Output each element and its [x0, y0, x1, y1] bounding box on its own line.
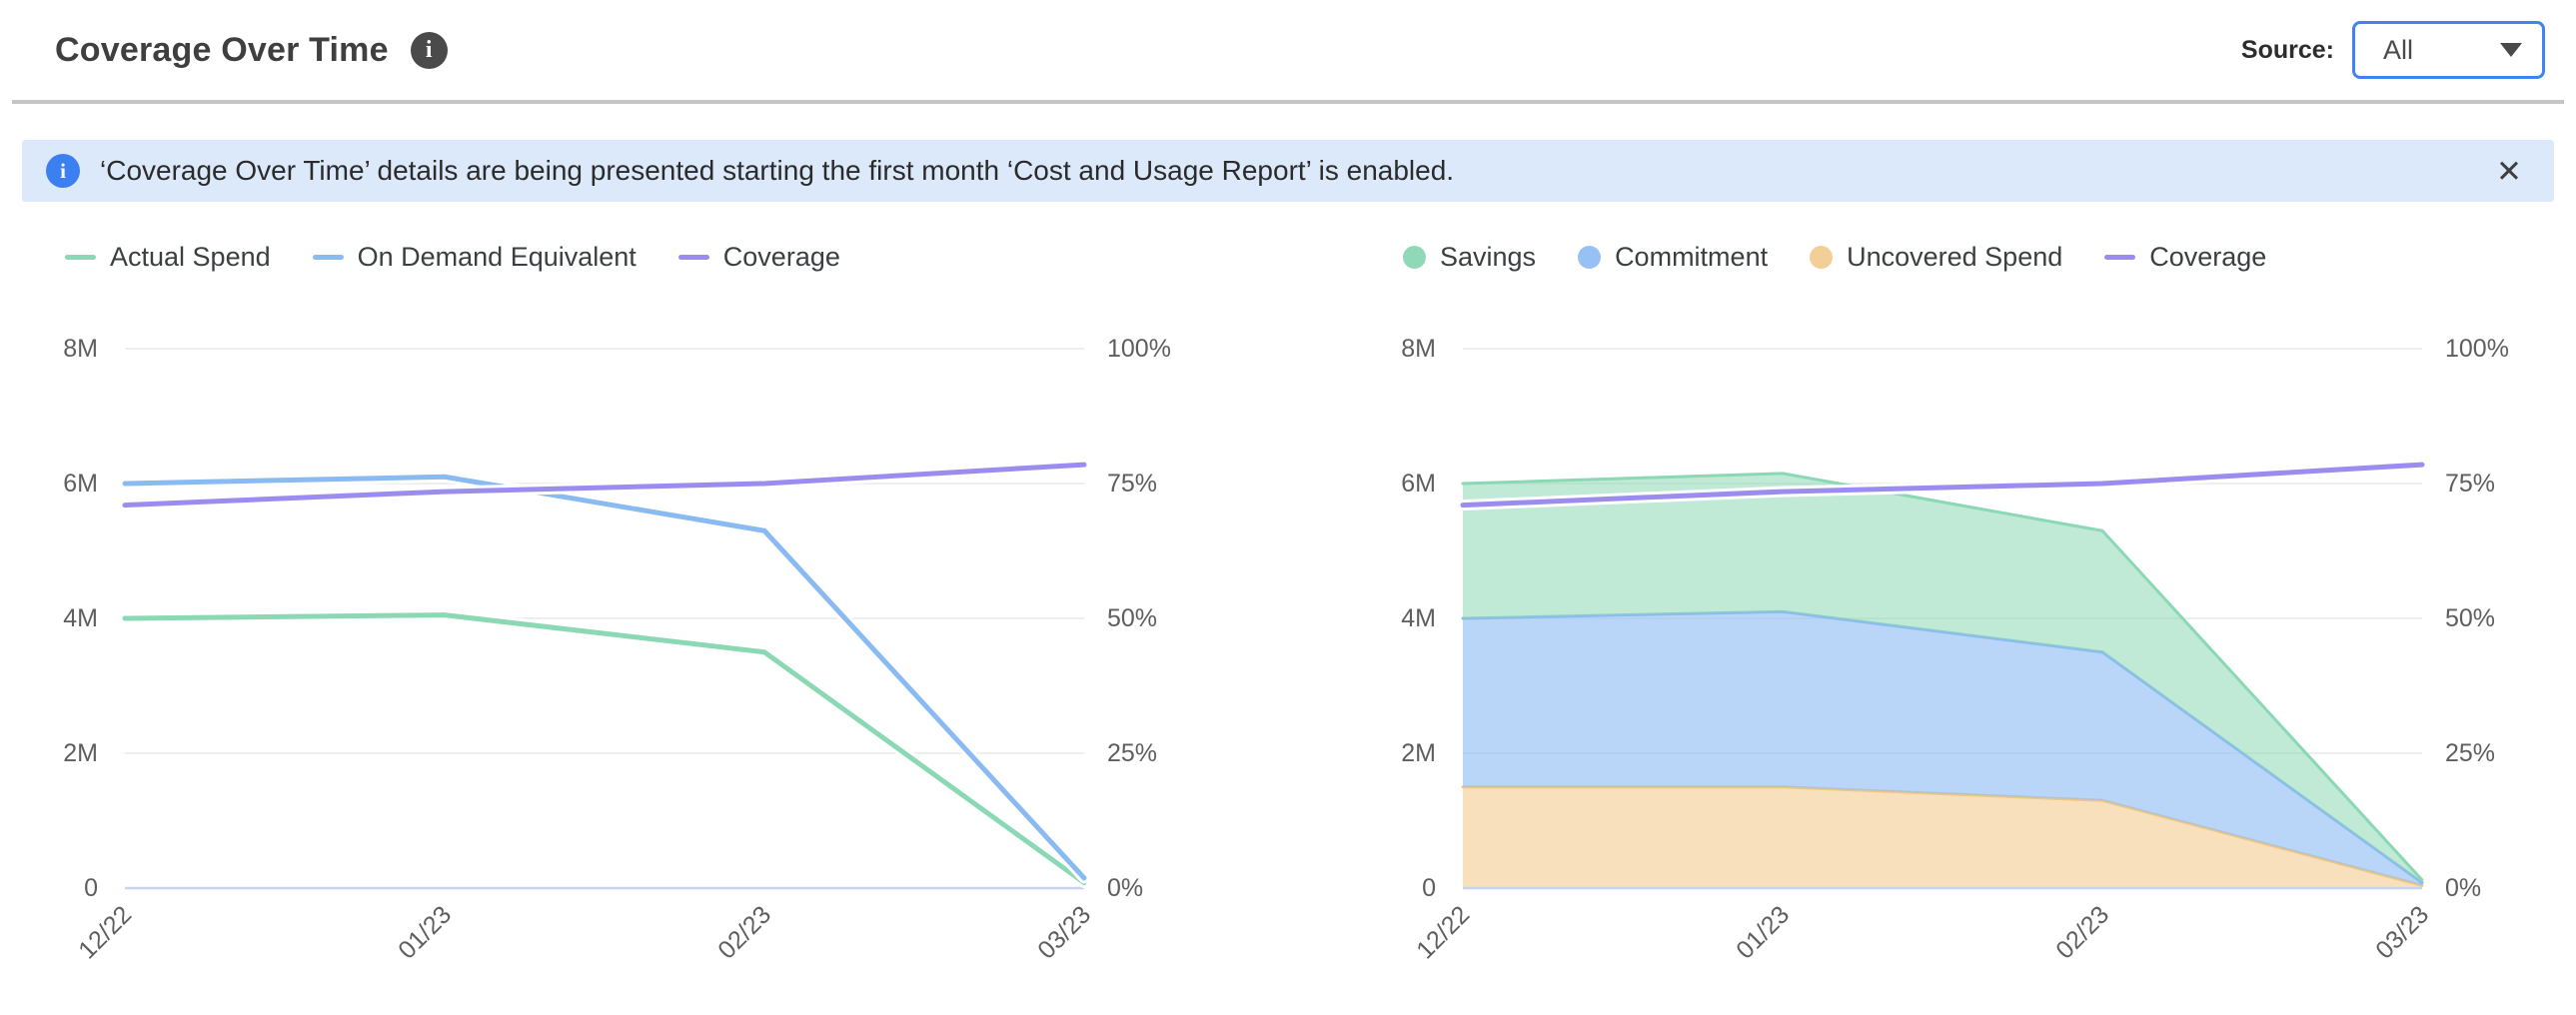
legend-label: Actual Spend: [110, 241, 271, 272]
legend-item-coverage[interactable]: Coverage: [677, 241, 840, 273]
svg-text:6M: 6M: [63, 470, 98, 498]
legend-item-uncovered-spend[interactable]: Uncovered Spend: [1810, 242, 2062, 273]
chevron-down-icon: [2500, 43, 2522, 57]
svg-text:02/23: 02/23: [712, 900, 776, 964]
legend-item-on-demand-equivalent[interactable]: On Demand Equivalent: [312, 241, 637, 273]
savings-breakdown-chart: Savings Commitment Uncovered Spend Coverage…: [1358, 240, 2576, 1013]
svg-text:100%: 100%: [1107, 335, 1171, 363]
savings-breakdown-legend: Savings Commitment Uncovered Spend Coverage: [1358, 240, 2576, 274]
legend-dot-swatch: [1810, 245, 1834, 269]
header-divider: [12, 100, 2564, 104]
info-banner: i ‘Coverage Over Time’ details are being…: [22, 140, 2554, 202]
svg-text:0: 0: [1422, 874, 1436, 902]
legend-label: Coverage: [722, 241, 840, 272]
svg-text:01/23: 01/23: [393, 900, 457, 964]
legend-item-commitment[interactable]: Commitment: [1578, 242, 1768, 273]
svg-text:50%: 50%: [1107, 604, 1157, 632]
legend-dash-swatch: [2104, 254, 2136, 260]
svg-text:0: 0: [84, 874, 98, 902]
svg-text:12/22: 12/22: [73, 900, 137, 964]
charts-row: Actual Spend On Demand Equivalent Coverage…: [0, 240, 2576, 1013]
info-icon-banner[interactable]: i: [46, 154, 80, 188]
svg-text:12/22: 12/22: [1411, 900, 1475, 964]
svg-text:0%: 0%: [1107, 874, 1143, 902]
spend-coverage-svg: 8M 100% 6M 75% 4M 50% 2M 25% 0 0% 12/22 01/23 02/23 0…: [63, 335, 1171, 964]
legend-dash-swatch: [677, 254, 709, 260]
legend-dash-swatch: [312, 254, 344, 260]
svg-text:8M: 8M: [63, 335, 98, 363]
legend-item-coverage[interactable]: Coverage: [2104, 242, 2266, 273]
svg-text:0%: 0%: [2445, 874, 2481, 902]
title-wrap: Coverage Over Time i: [55, 31, 448, 70]
legend-dot-swatch: [1403, 245, 1426, 269]
svg-text:4M: 4M: [1401, 604, 1436, 632]
svg-text:2M: 2M: [1401, 739, 1436, 767]
spend-coverage-legend: Actual Spend On Demand Equivalent Coverage: [20, 240, 1238, 274]
svg-text:6M: 6M: [1401, 470, 1436, 498]
legend-dot-swatch: [1578, 245, 1602, 269]
source-label: Source:: [2240, 35, 2334, 64]
svg-text:02/23: 02/23: [2050, 900, 2114, 964]
svg-text:50%: 50%: [2445, 604, 2495, 632]
close-icon[interactable]: ✕: [2496, 153, 2522, 189]
legend-label: Uncovered Spend: [1847, 241, 2063, 272]
svg-text:03/23: 03/23: [2370, 900, 2434, 964]
legend-dash-swatch: [65, 254, 96, 260]
svg-text:4M: 4M: [63, 604, 98, 632]
svg-text:25%: 25%: [2445, 739, 2495, 767]
svg-text:03/23: 03/23: [1032, 900, 1096, 964]
legend-label: Coverage: [2149, 241, 2267, 272]
svg-text:01/23: 01/23: [1731, 900, 1795, 964]
legend-label: Savings: [1440, 241, 1537, 272]
svg-text:75%: 75%: [2445, 470, 2495, 498]
legend-item-savings[interactable]: Savings: [1403, 242, 1536, 273]
spend-coverage-chart: Actual Spend On Demand Equivalent Coverage…: [20, 240, 1238, 1013]
svg-text:25%: 25%: [1107, 739, 1157, 767]
source-wrap: Source: All: [2241, 21, 2545, 79]
savings-breakdown-svg: 8M 100% 6M 75% 4M 50% 2M 25% 0 0% 12/22 01/23 02/23 0…: [1401, 335, 2509, 964]
banner-text: ‘Coverage Over Time’ details are being p…: [100, 155, 1455, 186]
svg-text:8M: 8M: [1401, 335, 1436, 363]
svg-text:75%: 75%: [1107, 470, 1157, 498]
source-dropdown[interactable]: All: [2352, 21, 2545, 79]
legend-item-actual-spend[interactable]: Actual Spend: [65, 242, 271, 273]
info-icon[interactable]: i: [410, 31, 448, 69]
source-dropdown-value: All: [2383, 34, 2414, 65]
page-title: Coverage Over Time: [55, 30, 389, 69]
legend-label: On Demand Equivalent: [357, 241, 637, 272]
svg-text:2M: 2M: [63, 739, 98, 767]
svg-text:100%: 100%: [2445, 335, 2509, 363]
legend-label: Commitment: [1615, 241, 1769, 272]
panel-header: Coverage Over Time i Source: All: [0, 0, 2576, 100]
